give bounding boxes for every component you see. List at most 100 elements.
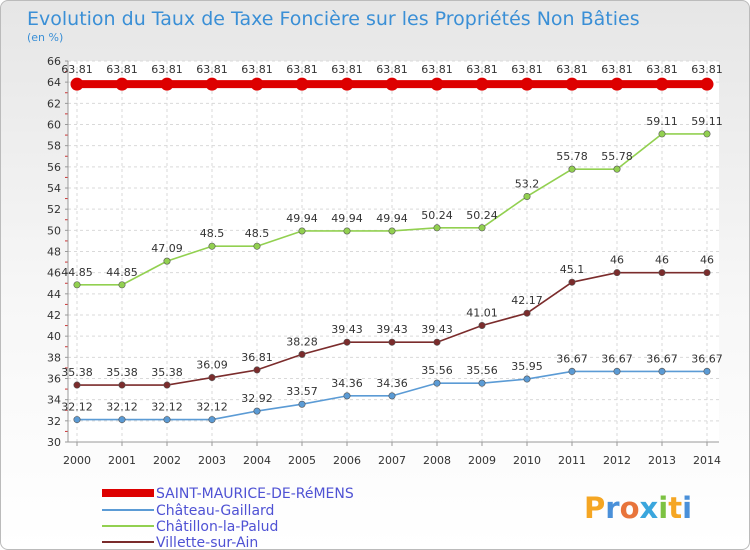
data-label: 36.67 [601, 352, 633, 365]
data-label: 35.38 [106, 366, 138, 379]
y-tick-label: 44 [47, 288, 61, 301]
data-label: 35.38 [151, 366, 183, 379]
data-label: 44.85 [106, 266, 138, 279]
data-point [73, 381, 81, 389]
y-tick-label: 32 [47, 415, 61, 428]
series-1: 32.12 32.12 32.12 32.12 32.92 33.57 34.36 34.36… [61, 352, 723, 424]
series-0: 63.81 63.81 63.81 63.81 63.81 63.81 63.81 63.81… [61, 63, 723, 91]
svg-text:Proxiti: Proxiti [584, 491, 692, 525]
data-label: 63.81 [376, 63, 408, 76]
data-label: 39.43 [376, 323, 408, 336]
data-label: 45.1 [560, 263, 585, 276]
data-point [613, 367, 621, 375]
grid-lines [68, 60, 719, 443]
data-label: 63.81 [61, 63, 93, 76]
x-tick-label: 2002 [153, 454, 181, 467]
data-point [700, 77, 714, 91]
data-point [343, 227, 351, 235]
data-label: 63.81 [421, 63, 453, 76]
x-tick-label: 2009 [468, 454, 496, 467]
data-label: 63.81 [196, 63, 228, 76]
data-label: 46 [610, 254, 624, 267]
data-label: 63.81 [151, 63, 183, 76]
data-label: 50.24 [421, 209, 453, 222]
data-point [385, 77, 399, 91]
data-point [565, 77, 579, 91]
data-label: 46 [700, 254, 714, 267]
data-label: 35.56 [421, 364, 453, 377]
data-point [568, 367, 576, 375]
data-point [523, 309, 531, 317]
data-point [523, 192, 531, 200]
proxiti-logo: Proxiti [584, 491, 692, 525]
data-point [118, 281, 126, 289]
data-point [475, 77, 489, 91]
data-point [343, 338, 351, 346]
data-label: 36.67 [691, 352, 723, 365]
chart-subtitle: (en %) [27, 31, 63, 44]
data-point [523, 375, 531, 383]
data-label: 35.56 [466, 364, 498, 377]
x-tick-label: 2008 [423, 454, 451, 467]
logo-letter: r [605, 491, 620, 525]
legend-label: Villette-sur-Ain [156, 535, 258, 550]
data-point [613, 165, 621, 173]
data-point [160, 77, 174, 91]
data-label: 36.09 [196, 359, 228, 372]
data-point [70, 77, 84, 91]
data-label: 59.11 [646, 115, 678, 128]
y-tick-label: 38 [47, 351, 61, 364]
x-tick-label: 2011 [558, 454, 586, 467]
data-point [73, 416, 81, 424]
x-tick-label: 2007 [378, 454, 406, 467]
data-label: 36.67 [646, 352, 678, 365]
data-label: 32.12 [196, 401, 228, 414]
y-tick-label: 48 [47, 246, 61, 259]
series-3: 35.38 35.38 35.38 36.09 36.81 38.28 39.43 39.43… [61, 254, 714, 389]
axes: 30 32 34 36 38 40 42 44 46 48 50 52 54 56 58 60 62 64 66 20… [47, 55, 721, 467]
data-point [298, 350, 306, 358]
y-tick-label: 50 [47, 224, 61, 237]
y-tick-label: 52 [47, 203, 61, 216]
data-label: 34.36 [376, 377, 408, 390]
data-point [253, 242, 261, 250]
data-point [433, 379, 441, 387]
data-point [163, 257, 171, 265]
x-tick-label: 2013 [648, 454, 676, 467]
data-label: 41.01 [466, 306, 498, 319]
y-tick-label: 60 [47, 119, 61, 132]
data-label: 47.09 [151, 242, 183, 255]
data-label: 55.78 [601, 150, 633, 163]
x-tick-label: 2012 [603, 454, 631, 467]
data-label: 38.28 [286, 335, 318, 348]
data-label: 34.36 [331, 377, 363, 390]
data-point [205, 77, 219, 91]
data-label: 33.57 [286, 385, 318, 398]
series-layer: 63.81 63.81 63.81 63.81 63.81 63.81 63.81 63.81… [61, 63, 723, 424]
data-label: 63.81 [286, 63, 318, 76]
data-point [568, 165, 576, 173]
data-point [253, 407, 261, 415]
data-point [208, 242, 216, 250]
data-point [568, 278, 576, 286]
data-point [73, 281, 81, 289]
data-point [478, 379, 486, 387]
data-point [163, 416, 171, 424]
y-tick-label: 66 [47, 55, 61, 68]
data-point [118, 381, 126, 389]
x-tick-label: 2003 [198, 454, 226, 467]
x-tick-label: 2014 [693, 454, 721, 467]
data-point [703, 269, 711, 277]
data-point [658, 367, 666, 375]
data-point [298, 400, 306, 408]
y-tick-label: 40 [47, 330, 61, 343]
data-point [298, 227, 306, 235]
data-label: 49.94 [331, 212, 363, 225]
data-point [478, 224, 486, 232]
x-tick-label: 2001 [108, 454, 136, 467]
logo-letter: i [682, 491, 692, 525]
data-label: 35.38 [61, 366, 93, 379]
data-point [658, 269, 666, 277]
